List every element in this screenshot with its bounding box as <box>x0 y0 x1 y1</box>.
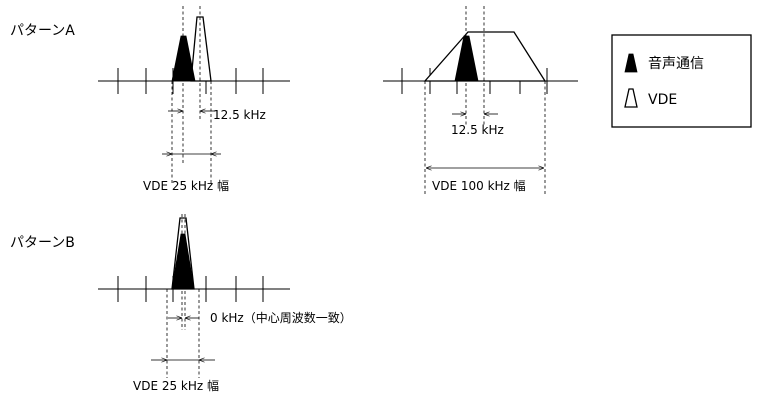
pattern-b-panel: パターンB 0 kHz（中心周波数一致） VDE 25 <box>10 214 352 393</box>
guide-lines <box>424 6 546 195</box>
pattern-b-title: パターンB <box>10 235 75 251</box>
legend: 音声通信 VDE <box>611 34 752 128</box>
legend-box <box>611 34 752 128</box>
offset-label: 0 kHz（中心周波数一致） <box>210 310 352 325</box>
pattern-a-wide-panel: 12.5 kHz VDE 100 kHz 幅 <box>383 6 578 195</box>
bandwidth-label: VDE 100 kHz 幅 <box>432 178 526 193</box>
pattern-a-narrow-panel: パターンA 12.5 kHz VDE 25 kHz 幅 <box>10 6 290 193</box>
vde-spectrum-shape <box>190 16 212 82</box>
voice-spectrum-shape <box>454 35 479 82</box>
voice-legend-icon <box>624 53 638 73</box>
bandwidth-label: VDE 25 kHz 幅 <box>143 178 229 193</box>
bandwidth-label: VDE 25 kHz 幅 <box>133 378 219 393</box>
guide-lines <box>171 6 212 185</box>
voice-legend-label: 音声通信 <box>648 55 704 72</box>
voice-spectrum-shape <box>171 35 196 82</box>
pattern-a-title: パターンA <box>10 23 75 39</box>
offset-label: 12.5 kHz <box>213 108 266 122</box>
vde-spectrum-shape <box>423 31 547 82</box>
offset-label: 12.5 kHz <box>451 123 504 137</box>
voice-spectrum-shape <box>171 233 195 290</box>
vde-legend-icon <box>624 88 638 108</box>
guide-lines <box>166 214 200 378</box>
vde-legend-label: VDE <box>648 92 677 108</box>
